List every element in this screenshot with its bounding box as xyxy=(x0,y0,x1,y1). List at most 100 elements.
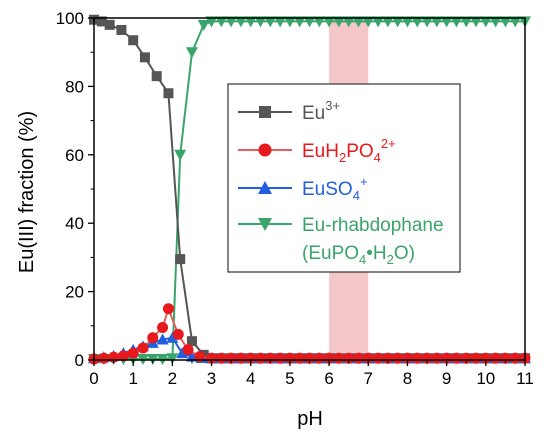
legend-marker xyxy=(258,218,272,231)
data-point xyxy=(137,342,149,354)
y-tick-label: 20 xyxy=(65,283,84,302)
y-tick-label: 60 xyxy=(65,146,84,165)
data-point xyxy=(96,16,107,27)
legend-label: Eu3+ xyxy=(302,98,340,124)
legend-marker xyxy=(258,181,272,194)
x-axis-title: pH xyxy=(297,408,323,430)
data-point xyxy=(175,254,186,265)
data-point xyxy=(283,16,296,28)
data-point xyxy=(421,16,434,28)
x-tick-label: 9 xyxy=(442,369,451,388)
legend-label-part: EuSO xyxy=(302,179,353,200)
y-tick-label: 80 xyxy=(65,77,84,96)
data-point xyxy=(197,19,210,31)
data-point xyxy=(460,16,473,28)
legend-label-part: EuH xyxy=(302,141,339,162)
data-point xyxy=(206,352,218,364)
data-point xyxy=(343,352,355,364)
data-point xyxy=(147,332,159,344)
data-point xyxy=(182,344,194,356)
x-tick-label: 5 xyxy=(285,369,294,388)
data-point xyxy=(215,352,227,364)
y-axis-title: Eu(III) fraction (%) xyxy=(16,111,38,273)
data-point xyxy=(480,352,492,364)
data-point xyxy=(244,16,257,28)
legend-label-part: 2 xyxy=(387,252,394,267)
data-point xyxy=(274,352,286,364)
legend-label-part: 4 xyxy=(359,252,366,267)
data-point xyxy=(294,352,306,364)
data-point xyxy=(225,16,238,28)
data-point xyxy=(245,352,257,364)
data-point xyxy=(264,352,276,364)
data-point xyxy=(352,16,365,28)
data-point xyxy=(391,16,404,28)
data-point xyxy=(163,88,174,99)
data-point xyxy=(98,352,110,364)
data-point xyxy=(166,331,179,343)
data-point xyxy=(372,16,385,28)
data-point xyxy=(274,16,287,28)
legend-label-part: PO xyxy=(346,141,373,162)
data-point xyxy=(440,16,453,28)
data-point xyxy=(460,352,472,364)
data-point xyxy=(185,47,198,59)
data-point xyxy=(139,52,150,63)
series-layer xyxy=(88,14,531,365)
legend-label: EuH2PO42+ xyxy=(302,136,396,165)
legend-label-part: Eu xyxy=(302,103,325,124)
data-point xyxy=(205,16,218,28)
data-point xyxy=(470,352,482,364)
legend-marker xyxy=(259,106,271,118)
legend-label-part: Eu-rhabdophane xyxy=(302,215,444,236)
data-point xyxy=(104,19,115,30)
data-point xyxy=(128,35,139,46)
data-point xyxy=(254,16,267,28)
legend: Eu3+EuH2PO42+EuSO4+Eu-rhabdophane(EuPO4•… xyxy=(227,83,461,273)
legend-label-part: 2 xyxy=(339,150,346,165)
y-tick-label: 100 xyxy=(56,9,84,28)
data-point xyxy=(372,352,384,364)
data-point xyxy=(293,16,306,28)
data-point xyxy=(430,16,443,28)
legend-label-part: 4 xyxy=(374,150,381,165)
data-point xyxy=(284,352,296,364)
data-point xyxy=(313,352,325,364)
legend-label-line2: (EuPO4•H2O) xyxy=(302,243,415,267)
legend-label: Eu-rhabdophane xyxy=(302,215,444,236)
data-point xyxy=(116,24,127,35)
data-point xyxy=(333,352,345,364)
axes-layer: 0 1 2 3 4 5 6 7 8 9 10 11 0 20 40 60 80 100 xyxy=(56,9,534,388)
data-point xyxy=(303,16,316,28)
x-tick-label: 6 xyxy=(324,369,333,388)
data-point xyxy=(162,303,174,315)
data-point xyxy=(172,328,184,340)
y-tick-label: 0 xyxy=(75,351,84,370)
legend-label-part: 2+ xyxy=(381,136,396,151)
data-point xyxy=(127,347,139,359)
data-point xyxy=(352,352,364,364)
legend-marker xyxy=(258,143,272,157)
data-point xyxy=(166,353,179,365)
x-tick-label: 4 xyxy=(246,369,255,388)
data-point xyxy=(450,16,463,28)
data-point xyxy=(489,16,502,28)
data-point xyxy=(157,322,169,334)
data-point xyxy=(450,352,462,364)
data-point xyxy=(411,16,424,28)
data-point xyxy=(392,352,404,364)
data-point xyxy=(176,347,189,359)
data-point xyxy=(264,16,277,28)
data-point xyxy=(342,16,355,28)
data-point xyxy=(234,16,247,28)
data-point xyxy=(215,16,228,28)
x-tick-label: 1 xyxy=(128,369,137,388)
data-point xyxy=(151,71,162,82)
data-point xyxy=(441,352,453,364)
data-point xyxy=(401,16,414,28)
data-point xyxy=(174,149,187,161)
data-point xyxy=(225,352,237,364)
data-point xyxy=(381,16,394,28)
data-point xyxy=(156,333,169,345)
x-tick-label: 8 xyxy=(403,369,412,388)
